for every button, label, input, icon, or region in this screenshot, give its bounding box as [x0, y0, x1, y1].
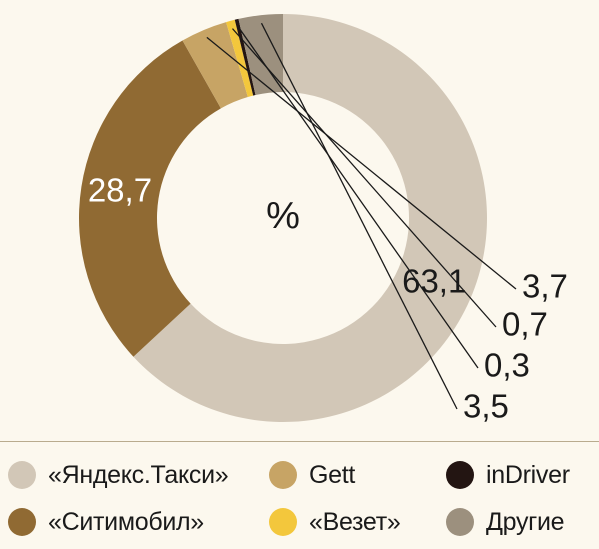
value-label-yandex-taxi: 63,1: [402, 263, 466, 300]
legend-swatch: [269, 461, 297, 489]
legend-label: «Яндекс.Такси»: [48, 460, 229, 489]
value-label-gett: 3,7: [522, 268, 568, 305]
legend-divider: [0, 441, 599, 442]
legend-swatch: [8, 508, 36, 536]
legend-label: Gett: [309, 460, 356, 489]
legend-label: inDriver: [486, 460, 570, 489]
slice-vezet: [226, 19, 254, 98]
value-label-indriver: 0,3: [484, 347, 530, 384]
legend-label: «Ситимобил»: [48, 507, 204, 536]
slice-citymobil: [79, 40, 221, 357]
legend-swatch: [269, 508, 297, 536]
legend-item-citymobil: «Ситимобил»: [8, 502, 204, 542]
legend-label: Другие: [486, 507, 565, 536]
leader-line-indriver: [237, 26, 479, 369]
donut-chart: % 63,1 28,7 3,7 0,7 0,3 3,5: [79, 14, 568, 425]
legend-swatch: [446, 461, 474, 489]
legend-label: «Везет»: [309, 507, 401, 536]
slice-gett: [182, 22, 248, 109]
value-label-citymobil: 28,7: [88, 171, 152, 208]
donut-chart-svg: % 63,1 28,7 3,70,7 0,3 3,5: [79, 14, 568, 425]
leader-line-gett: [206, 36, 517, 290]
legend-item-gett: Gett: [269, 455, 355, 495]
value-label-other: 3,5: [463, 388, 509, 425]
value-label-vezet: 0,7: [502, 306, 548, 343]
legend-item-indriver: inDriver: [446, 455, 570, 495]
slice-indriver: [234, 18, 256, 96]
legend-swatch: [8, 461, 36, 489]
legend-swatch: [446, 508, 474, 536]
leader-line-vezet: [231, 28, 497, 328]
legend-item-vezet: «Везет»: [269, 502, 401, 542]
legend-item-other: Другие: [446, 502, 565, 542]
slice-yandex-taxi: [133, 14, 488, 422]
legend-item-yandex-taxi: «Яндекс.Такси»: [8, 455, 229, 495]
chart-legend: «Яндекс.Такси» Gett inDriver «Ситимобил»…: [0, 450, 599, 549]
leader-line-other: [260, 22, 458, 410]
center-percent-label: %: [266, 195, 300, 237]
